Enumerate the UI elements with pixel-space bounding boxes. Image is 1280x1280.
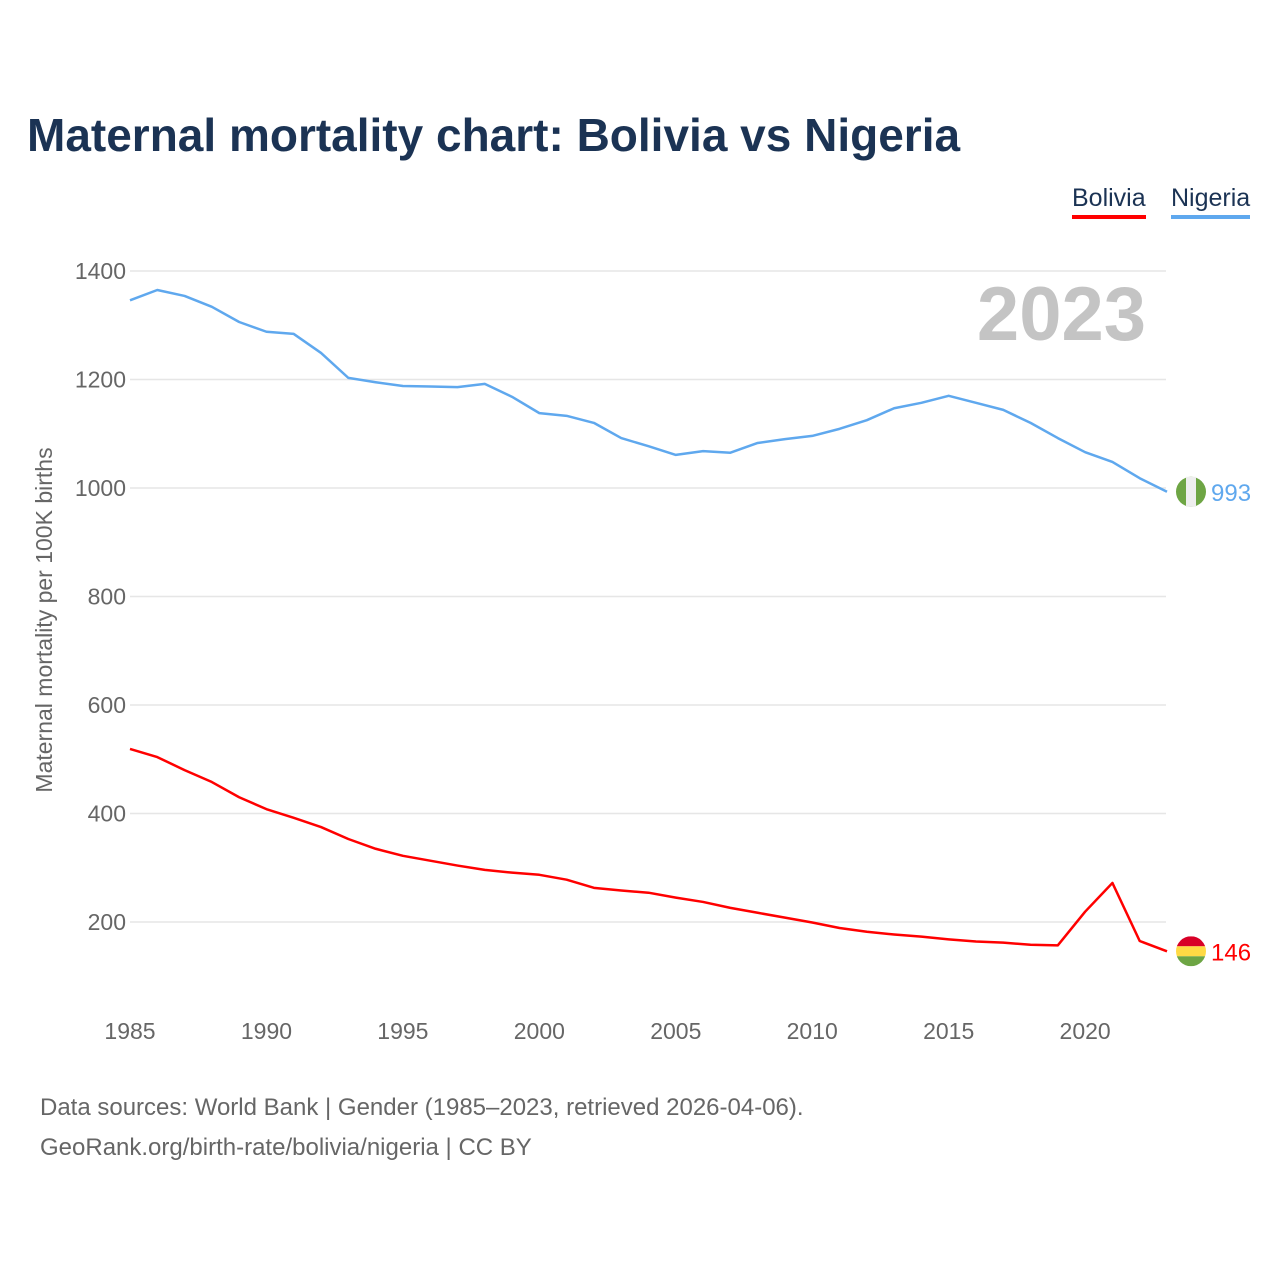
x-tick-label: 2010 bbox=[787, 1018, 838, 1044]
y-tick-label: 400 bbox=[88, 801, 126, 827]
source-text: Data sources: World Bank | Gender (1985–… bbox=[40, 1094, 804, 1121]
y-tick-label: 600 bbox=[88, 692, 126, 718]
legend-bolivia[interactable]: Bolivia bbox=[1072, 184, 1146, 219]
x-tick-label: 2000 bbox=[514, 1018, 565, 1044]
x-tick-label: 1990 bbox=[241, 1018, 292, 1044]
y-axis-label: Maternal mortality per 100K births bbox=[31, 447, 57, 792]
x-tick-label: 1985 bbox=[104, 1018, 155, 1044]
chart-title: Maternal mortality chart: Bolivia vs Nig… bbox=[27, 109, 961, 161]
y-tick-label: 1000 bbox=[75, 475, 126, 501]
nigeria-flag-stripe bbox=[1186, 476, 1196, 507]
x-tick-label: 2020 bbox=[1060, 1018, 1111, 1044]
x-tick-label: 2005 bbox=[650, 1018, 701, 1044]
source-link[interactable]: GeoRank.org/birth-rate/bolivia/nigeria |… bbox=[40, 1134, 532, 1161]
end-value-label: 146 bbox=[1211, 939, 1251, 966]
bolivia-flag-icon bbox=[1176, 956, 1206, 967]
year-watermark: 2023 bbox=[977, 272, 1146, 357]
y-tick-label: 1200 bbox=[75, 367, 126, 393]
bolivia-flag-icon bbox=[1176, 936, 1206, 947]
y-tick-label: 800 bbox=[88, 584, 126, 610]
y-tick-label: 200 bbox=[88, 909, 126, 935]
footer: Data sources: World Bank | Gender (1985–… bbox=[40, 1088, 804, 1168]
series-line-bolivia bbox=[129, 747, 1168, 953]
series-line-nigeria bbox=[129, 288, 1168, 493]
legend-nigeria[interactable]: Nigeria bbox=[1171, 184, 1251, 219]
x-tick-label: 2015 bbox=[923, 1018, 974, 1044]
bolivia-flag-icon bbox=[1176, 946, 1206, 957]
end-value-label: 993 bbox=[1211, 480, 1251, 507]
x-tick-label: 1995 bbox=[377, 1018, 428, 1044]
y-tick-label: 1400 bbox=[75, 258, 126, 284]
